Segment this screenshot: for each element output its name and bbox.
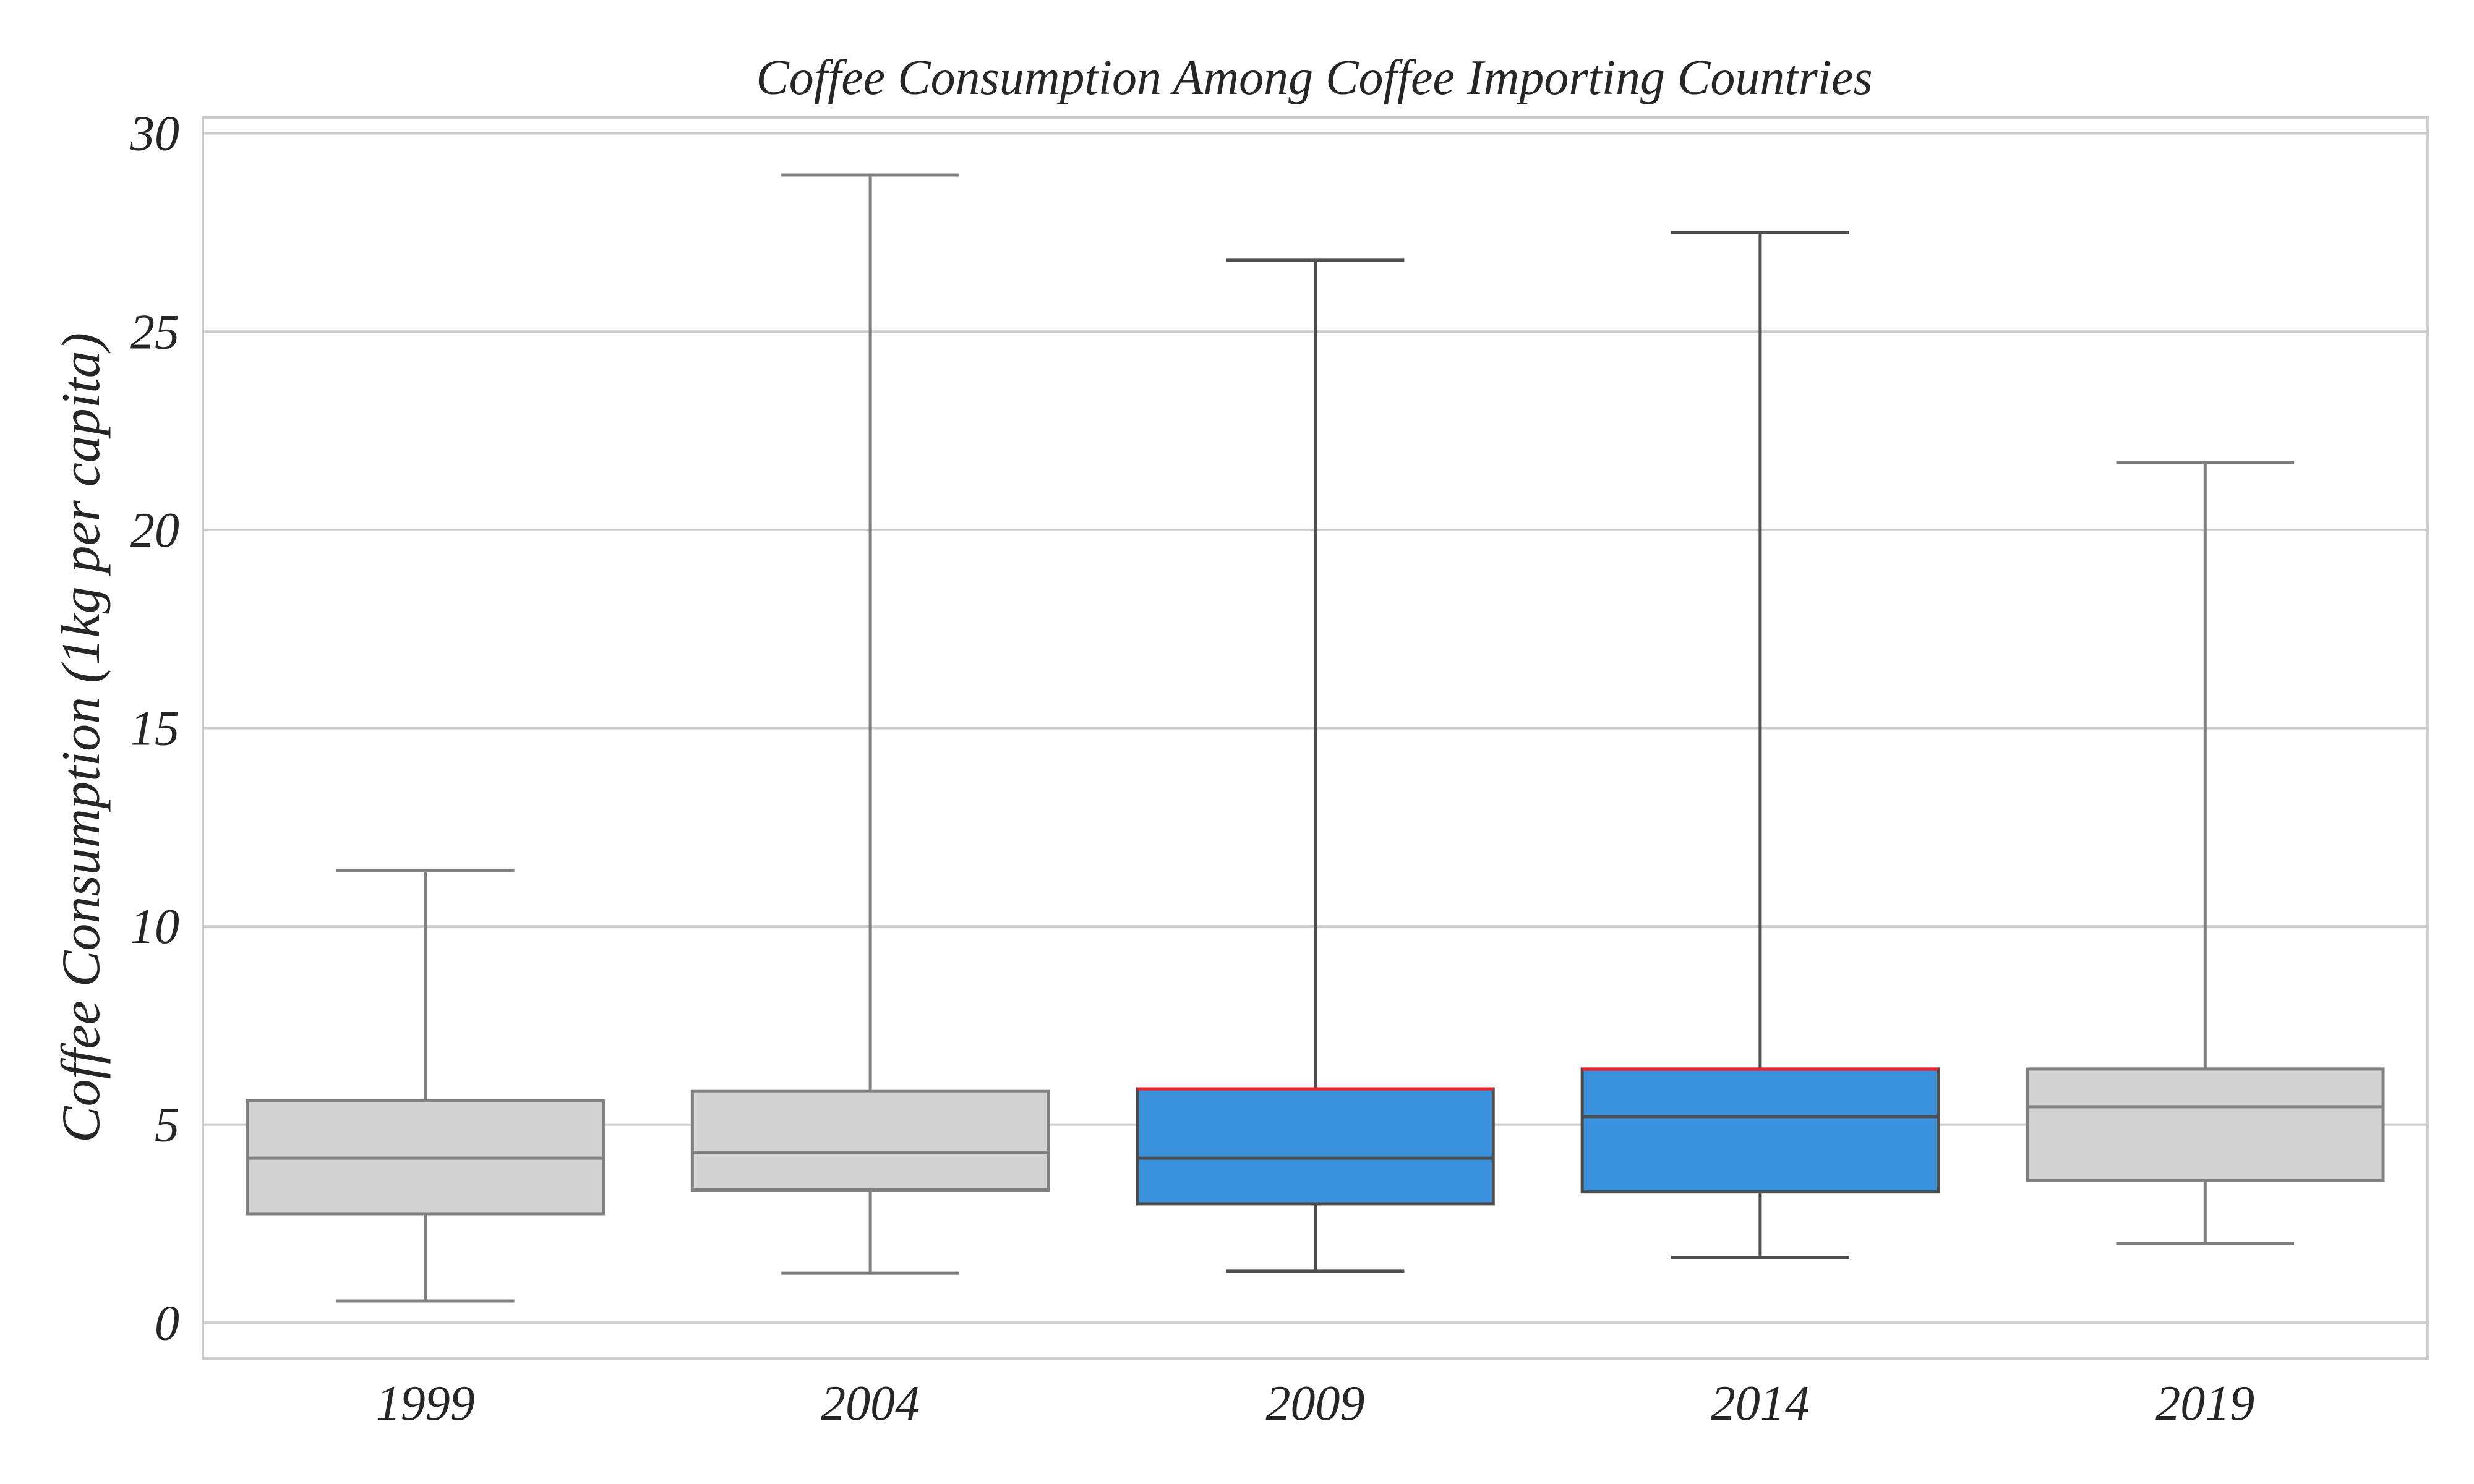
- box-iqr: [2026, 1067, 2385, 1182]
- x-tick-label: 2009: [1266, 1376, 1365, 1431]
- box-iqr: [690, 1089, 1050, 1192]
- x-tick-labels: 1999 2004 2009 2014 2019: [376, 1376, 2255, 1431]
- box-2009: [1136, 258, 1495, 1273]
- box-2014: [1580, 231, 1940, 1259]
- y-tick-label: 30: [129, 107, 179, 161]
- x-tick-label: 2014: [1711, 1376, 1810, 1431]
- box-1999: [246, 869, 605, 1303]
- y-tick-label: 5: [155, 1098, 179, 1153]
- y-tick-label: 10: [130, 900, 179, 954]
- box-iqr: [1136, 1087, 1495, 1206]
- x-tick-label: 1999: [376, 1376, 475, 1431]
- y-axis-label: Coffee Consumption (1kg per capita): [51, 333, 111, 1143]
- box-2004: [690, 173, 1050, 1275]
- chart-title: Coffee Consumption Among Coffee Importin…: [756, 51, 1872, 105]
- y-tick-label: 0: [155, 1296, 179, 1350]
- y-tick-label: 15: [130, 701, 179, 756]
- y-tick-label: 25: [130, 305, 179, 359]
- box-2019: [2026, 461, 2385, 1245]
- x-tick-label: 2004: [821, 1376, 920, 1431]
- x-tick-label: 2019: [2155, 1376, 2254, 1431]
- y-tick-labels: 0 5 10 15 20 25 30: [129, 107, 179, 1351]
- y-tick-label: 20: [130, 503, 179, 558]
- boxes: [246, 173, 2385, 1303]
- plot-frame: [202, 116, 2429, 1360]
- box-iqr: [1580, 1067, 1940, 1194]
